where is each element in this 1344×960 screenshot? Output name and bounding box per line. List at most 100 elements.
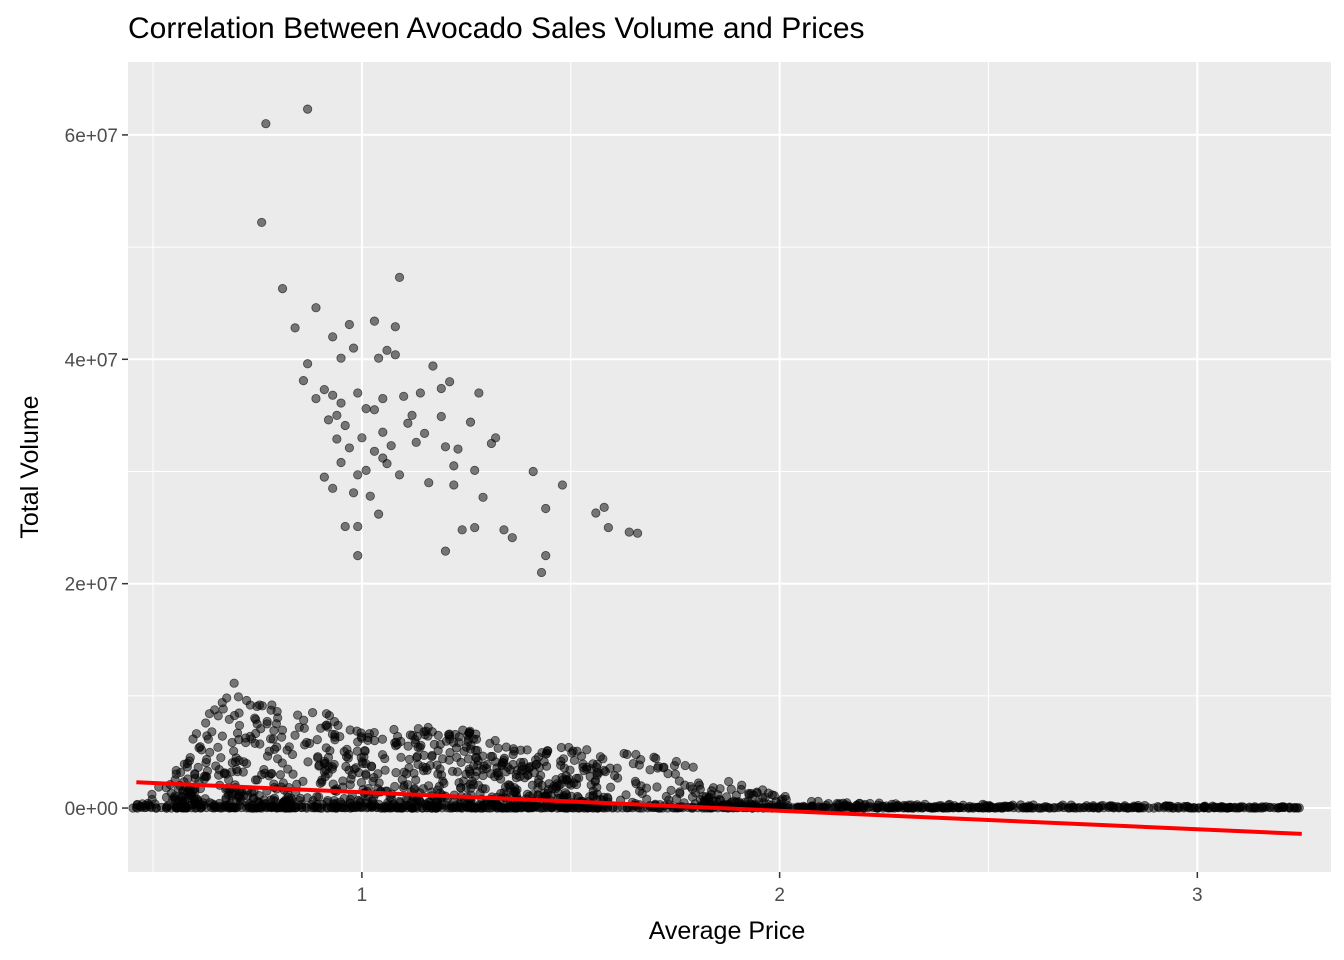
data-point xyxy=(680,760,690,771)
data-point xyxy=(369,316,380,326)
data-point xyxy=(298,776,308,786)
data-point xyxy=(380,765,390,775)
data-points-high-volume xyxy=(257,104,643,578)
data-point xyxy=(327,762,338,772)
data-point xyxy=(458,776,469,786)
data-point xyxy=(352,746,362,756)
data-point xyxy=(353,388,363,398)
y-axis: 0e+00 2e+07 4e+07 6e+07 xyxy=(65,126,128,820)
data-point xyxy=(457,525,467,535)
data-point xyxy=(649,752,659,762)
data-point xyxy=(652,782,662,792)
data-point xyxy=(233,692,244,702)
data-point xyxy=(574,773,584,783)
data-point xyxy=(314,761,324,771)
data-point xyxy=(277,758,287,768)
data-point xyxy=(603,522,613,533)
data-point xyxy=(196,745,207,755)
data-point xyxy=(277,725,288,735)
data-point xyxy=(346,774,356,784)
data-point xyxy=(543,746,553,756)
data-point xyxy=(413,759,423,769)
data-point xyxy=(436,411,446,422)
data-point xyxy=(499,755,509,765)
y-tick-label: 0e+00 xyxy=(65,799,118,820)
data-point xyxy=(386,441,396,451)
data-point xyxy=(582,745,592,755)
data-point xyxy=(541,503,551,514)
chart-title: Correlation Between Avocado Sales Volume… xyxy=(128,12,865,45)
data-point xyxy=(631,779,641,789)
data-point xyxy=(336,457,346,468)
data-point xyxy=(591,508,601,518)
data-point xyxy=(407,410,417,420)
data-point xyxy=(221,793,231,803)
data-point xyxy=(199,774,210,784)
data-point xyxy=(675,787,685,797)
data-point xyxy=(323,415,334,425)
data-point xyxy=(319,384,329,395)
data-point xyxy=(255,739,265,749)
data-point xyxy=(471,734,482,744)
data-point xyxy=(205,747,215,758)
data-point xyxy=(303,757,313,767)
data-point xyxy=(338,776,348,786)
data-point xyxy=(257,701,267,711)
data-point xyxy=(390,350,400,360)
data-point xyxy=(690,788,701,798)
data-point xyxy=(234,735,244,745)
data-point xyxy=(391,767,401,778)
data-point xyxy=(273,713,283,723)
data-point xyxy=(1294,803,1304,813)
data-point xyxy=(653,763,663,773)
x-axis-title: Average Price xyxy=(649,917,806,945)
data-point xyxy=(490,735,500,746)
data-point xyxy=(408,730,418,740)
data-point xyxy=(412,751,422,761)
data-point xyxy=(533,778,543,788)
data-point xyxy=(202,731,212,741)
data-point xyxy=(715,784,725,794)
data-point xyxy=(213,711,223,721)
data-point xyxy=(599,502,609,512)
data-point xyxy=(190,787,200,797)
data-point xyxy=(461,742,471,752)
data-point xyxy=(661,791,671,802)
data-point xyxy=(624,527,634,537)
data-point xyxy=(341,761,351,772)
data-point xyxy=(465,766,475,776)
data-point xyxy=(236,795,246,805)
data-point xyxy=(767,790,777,800)
data-point xyxy=(726,784,736,794)
data-point xyxy=(374,509,384,519)
data-point xyxy=(374,353,384,363)
data-point xyxy=(190,773,200,783)
data-point xyxy=(420,730,430,740)
data-point xyxy=(340,420,350,431)
data-point xyxy=(453,444,463,454)
data-point xyxy=(283,764,293,774)
data-point xyxy=(224,775,234,785)
data-point xyxy=(606,782,616,792)
data-point xyxy=(531,755,541,765)
data-point xyxy=(262,716,272,727)
data-point xyxy=(369,446,380,456)
data-point xyxy=(445,748,455,758)
data-point xyxy=(445,377,455,387)
data-point xyxy=(147,789,157,799)
data-point xyxy=(231,753,241,763)
data-point xyxy=(724,776,734,787)
data-point xyxy=(348,488,359,498)
data-point xyxy=(287,795,297,805)
data-point xyxy=(465,417,476,427)
data-point xyxy=(478,492,488,502)
data-point xyxy=(356,728,366,738)
data-point xyxy=(566,791,576,801)
data-point xyxy=(229,678,239,688)
data-point xyxy=(298,376,309,386)
data-point xyxy=(290,323,300,333)
data-point xyxy=(434,781,444,792)
data-point xyxy=(353,551,363,561)
data-point xyxy=(411,437,421,447)
